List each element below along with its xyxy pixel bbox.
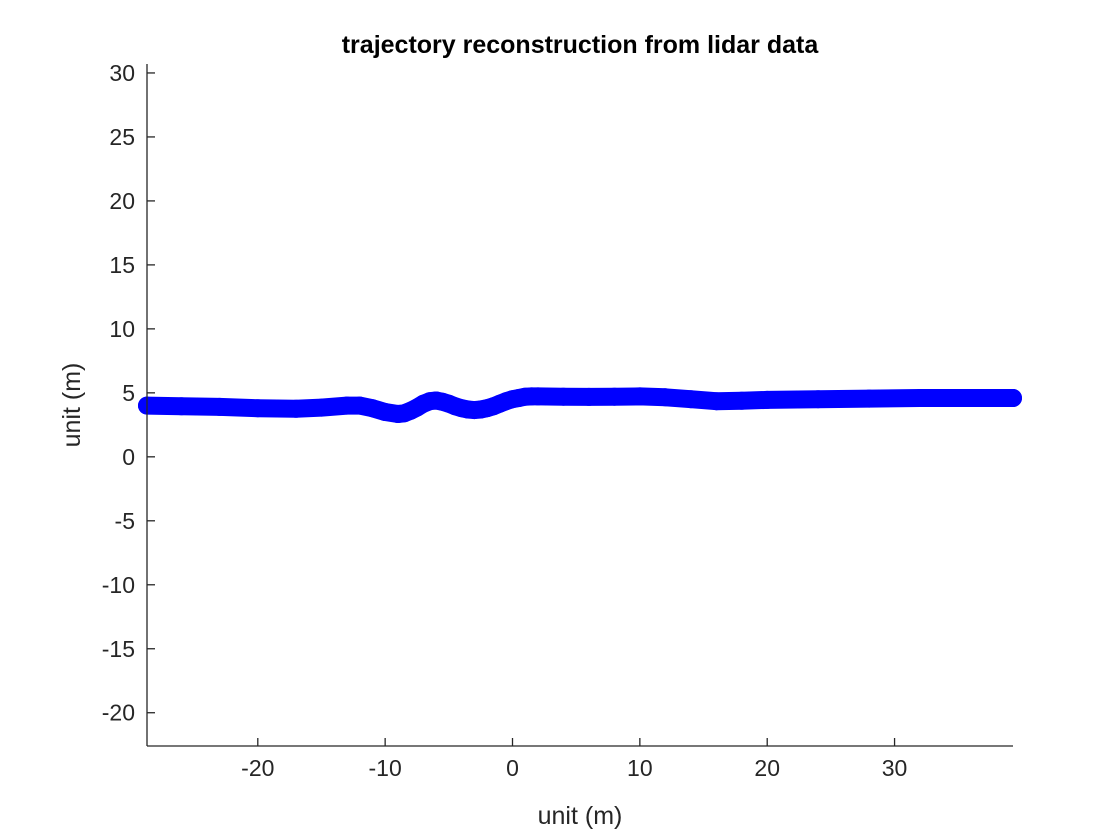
- y-tick-label: 20: [109, 188, 135, 214]
- data-point: [554, 387, 573, 406]
- y-tick-label: 5: [122, 380, 135, 406]
- x-tick-label: 0: [506, 755, 519, 781]
- y-tick-label: 30: [109, 60, 135, 86]
- data-point: [210, 397, 229, 416]
- data-point: [707, 392, 726, 411]
- data-point: [172, 397, 191, 416]
- data-point: [1004, 389, 1022, 407]
- y-axis-label: unit (m): [58, 363, 86, 448]
- data-point: [630, 387, 649, 406]
- data-point: [605, 387, 624, 406]
- data-point: [758, 390, 777, 409]
- plot-area: -20 -10 0 10 20 30 -20 -15 -10 -5 0 5 10 15 20 25 30: [102, 60, 1022, 781]
- data-point: [337, 396, 356, 415]
- x-tick-label: 30: [882, 755, 908, 781]
- x-axis-label: unit (m): [538, 802, 623, 830]
- data-point: [656, 388, 675, 407]
- y-tick-label: -5: [115, 508, 135, 534]
- series-0-line: [138, 387, 1022, 423]
- x-tick-label: 10: [627, 755, 653, 781]
- data-point: [911, 389, 929, 407]
- x-tick-label: -20: [241, 755, 274, 781]
- data-point: [287, 399, 305, 418]
- y-tick-label: 10: [109, 316, 135, 342]
- y-tick-label: -10: [102, 572, 135, 598]
- data-point: [681, 390, 700, 409]
- y-tick-label: 15: [109, 252, 135, 278]
- data-point: [248, 399, 267, 418]
- data-point: [312, 398, 331, 417]
- y-tick-label: 25: [109, 124, 135, 150]
- y-tick-label: -20: [102, 700, 135, 726]
- data-point: [962, 389, 980, 407]
- data-point: [579, 387, 598, 406]
- data-point: [860, 389, 879, 408]
- data-point: [732, 391, 751, 410]
- data-point: [529, 387, 547, 406]
- data-point: [809, 390, 828, 409]
- x-tick-label: -10: [369, 755, 402, 781]
- y-tick-label: 0: [122, 444, 135, 470]
- chart-title: trajectory reconstruction from lidar dat…: [342, 31, 820, 59]
- y-tick-label: -15: [102, 636, 135, 662]
- x-tick-label: 20: [754, 755, 780, 781]
